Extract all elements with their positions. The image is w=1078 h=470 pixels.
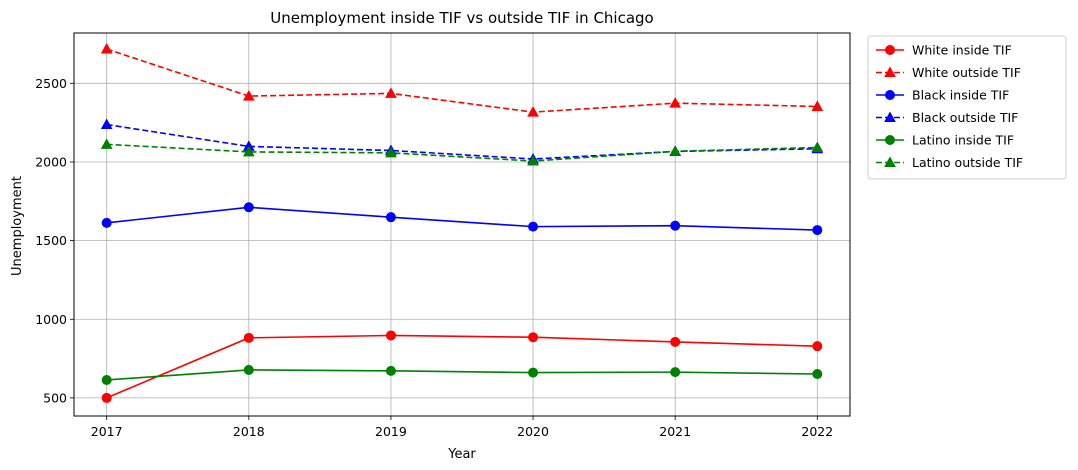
series-lines <box>100 43 824 403</box>
series-white-outside-tif <box>100 43 824 117</box>
data-point <box>385 330 396 341</box>
legend-marker <box>884 156 896 167</box>
data-point <box>811 141 824 153</box>
y-tick-label: 500 <box>43 390 67 405</box>
legend-label: Black outside TIF <box>912 110 1018 125</box>
y-tick-label: 2500 <box>35 76 67 91</box>
data-point <box>528 367 539 378</box>
chart-title: Unemployment inside TIF vs outside TIF i… <box>270 9 653 27</box>
data-point <box>812 369 823 380</box>
data-point <box>811 100 824 111</box>
legend-marker <box>884 66 896 77</box>
data-point <box>385 146 397 158</box>
y-tick-label: 1500 <box>35 233 67 248</box>
legend-marker <box>885 45 895 55</box>
x-tick-label: 2018 <box>233 424 265 439</box>
data-point <box>100 118 113 130</box>
y-tick-label: 1000 <box>35 312 67 327</box>
data-point <box>527 155 539 166</box>
data-point <box>527 106 539 117</box>
y-axis-title: Unemployment <box>10 176 25 276</box>
data-point <box>670 367 681 378</box>
legend-label: Black inside TIF <box>912 88 1009 103</box>
x-tick-label: 2017 <box>91 424 123 439</box>
legend: White inside TIF White outside TIF Black i… <box>867 35 1067 180</box>
data-point <box>528 332 539 343</box>
legend-label: Latino outside TIF <box>912 155 1023 170</box>
data-point <box>385 212 396 223</box>
data-point <box>243 332 254 343</box>
data-point <box>670 336 681 347</box>
data-point <box>242 90 255 101</box>
series-line-black-inside-tif <box>106 206 818 231</box>
x-tick-label: 2021 <box>659 424 691 439</box>
legend-item: Latino inside TIF <box>876 133 1014 148</box>
data-point <box>101 392 112 403</box>
legend-marker <box>885 90 895 100</box>
x-tick-label: 2022 <box>801 424 833 439</box>
series-line-latino-inside-tif <box>106 369 818 381</box>
data-point <box>670 220 681 231</box>
legend-marker <box>884 111 896 122</box>
data-point <box>101 374 112 385</box>
data-point <box>812 341 823 352</box>
data-point <box>100 43 113 54</box>
data-point <box>243 202 254 213</box>
legend-label: White outside TIF <box>912 65 1021 80</box>
legend-marker <box>885 135 895 145</box>
series-line-latino-outside-tif <box>106 143 818 162</box>
legend-item: White inside TIF <box>876 43 1012 58</box>
legend-item: Black inside TIF <box>876 88 1009 103</box>
x-axis-ticks: 2017 2018 2019 2020 2021 2022 <box>91 416 833 439</box>
legend-item: Black outside TIF <box>876 110 1018 125</box>
plot-frame <box>73 32 851 417</box>
data-point <box>100 138 113 149</box>
legend-item: White outside TIF <box>876 65 1021 80</box>
legend-label: Latino inside TIF <box>912 133 1014 148</box>
y-axis-ticks: 500 1000 1500 2000 2500 <box>35 76 74 405</box>
series-line-black-outside-tif <box>106 123 818 160</box>
series-white-inside-tif <box>101 330 823 403</box>
series-black-inside-tif <box>101 202 823 236</box>
data-point <box>385 87 397 98</box>
series-line-white-outside-tif <box>106 48 818 113</box>
grid <box>74 33 850 416</box>
legend-label: White inside TIF <box>912 43 1012 58</box>
data-point <box>669 97 682 108</box>
data-point <box>528 221 539 232</box>
data-point <box>242 145 255 157</box>
x-axis-title: Year <box>447 447 476 462</box>
data-point <box>385 365 396 376</box>
series-latino-inside-tif <box>101 364 823 385</box>
series-line-white-inside-tif <box>106 334 818 399</box>
y-tick-label: 2000 <box>35 154 67 169</box>
data-point <box>101 217 112 228</box>
series-latino-outside-tif <box>100 138 824 166</box>
legend-item: Latino outside TIF <box>876 155 1023 170</box>
x-tick-label: 2019 <box>375 424 407 439</box>
data-point <box>669 145 682 156</box>
x-tick-label: 2020 <box>517 424 549 439</box>
legend-box <box>867 35 1067 180</box>
data-point <box>812 225 823 236</box>
data-point <box>243 364 254 375</box>
